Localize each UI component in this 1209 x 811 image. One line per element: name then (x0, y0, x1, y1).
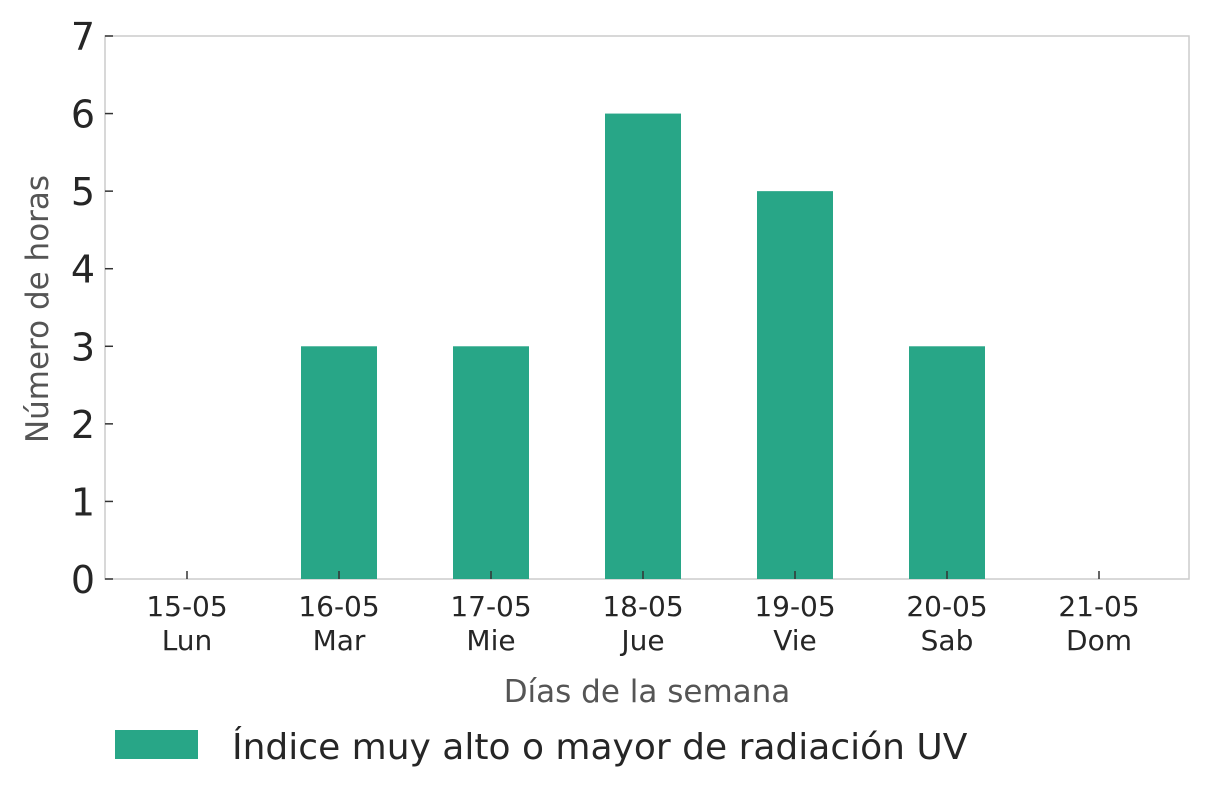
x-tick-date: 18-05 (602, 590, 683, 623)
bar-18-05 (605, 113, 681, 580)
x-tick-day: Mie (466, 624, 515, 657)
x-tick-date: 15-05 (146, 590, 227, 623)
x-tick-label: 21-05 Dom (1058, 590, 1139, 657)
x-tick-date: 21-05 (1058, 590, 1139, 623)
y-tick-label: 7 (71, 15, 95, 59)
legend: Índice muy alto o mayor de radiación UV (115, 726, 968, 768)
x-tick-label: 15-05 Lun (146, 590, 227, 657)
y-axis-ticks: 0 1 2 3 4 5 6 7 (71, 15, 113, 602)
y-tick-label: 5 (71, 170, 95, 214)
legend-label: Índice muy alto o mayor de radiación UV (232, 726, 968, 768)
y-tick-label: 3 (71, 325, 95, 369)
x-tick-label: 17-05 Mie (450, 590, 531, 657)
y-axis-label: Número de horas (20, 175, 56, 443)
bar-19-05 (757, 191, 833, 579)
y-tick-label: 0 (71, 558, 95, 602)
x-axis-label: Días de la semana (504, 674, 791, 710)
x-tick-day: Lun (162, 624, 213, 657)
x-axis-ticks: 15-05 Lun 16-05 Mar 17-05 Mie 18-05 Jue 19-05 Vie… (146, 571, 1140, 657)
x-tick-label: 16-05 Mar (298, 590, 379, 657)
x-tick-day: Vie (773, 624, 817, 657)
bars (301, 113, 985, 580)
y-tick-label: 4 (71, 248, 95, 292)
x-tick-day: Sab (921, 624, 974, 657)
bar-20-05 (909, 346, 985, 579)
x-tick-day: Jue (619, 624, 664, 657)
y-tick-label: 6 (71, 93, 95, 137)
x-tick-date: 17-05 (450, 590, 531, 623)
bar-17-05 (453, 346, 529, 579)
x-tick-day: Mar (313, 624, 366, 657)
legend-swatch (115, 730, 198, 759)
y-tick-label: 2 (71, 403, 95, 447)
x-tick-date: 20-05 (906, 590, 987, 623)
x-tick-date: 19-05 (754, 590, 835, 623)
x-tick-label: 20-05 Sab (906, 590, 987, 657)
x-tick-date: 16-05 (298, 590, 379, 623)
y-tick-label: 1 (71, 480, 95, 524)
x-tick-day: Dom (1066, 624, 1132, 657)
bar-16-05 (301, 346, 377, 579)
x-tick-label: 18-05 Jue (602, 590, 683, 657)
x-tick-label: 19-05 Vie (754, 590, 835, 657)
